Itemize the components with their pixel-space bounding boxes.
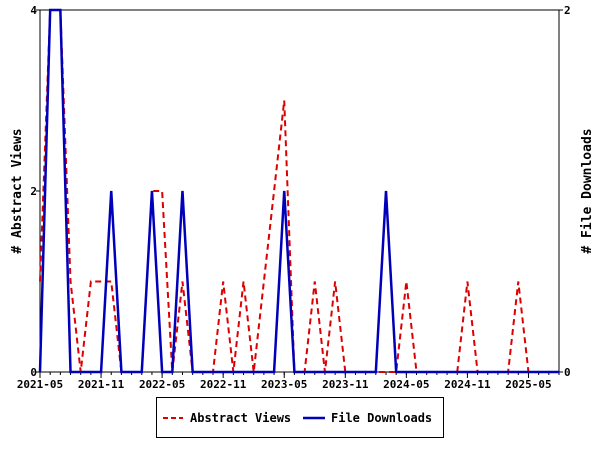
y-tick-label: 0	[30, 366, 37, 379]
y-tick-label: 4	[30, 4, 37, 17]
y-tick-label: 2	[30, 185, 37, 198]
legend-box	[156, 397, 444, 438]
x-tick-label: 2023-05	[261, 378, 307, 391]
series-line-file-downloads	[38, 8, 559, 374]
x-tick-label: 2025-05	[505, 378, 551, 391]
y-axis-label: # Abstract Views	[10, 128, 25, 253]
x-tick-label: 2024-11	[444, 378, 491, 391]
legend-label-file-downloads: File Downloads	[331, 411, 432, 425]
y2-tick-label: 2	[564, 4, 571, 17]
legend-label-abstract-views: Abstract Views	[190, 411, 291, 425]
legend: Abstract Views File Downloads	[156, 397, 444, 438]
y2-tick-label: 0	[564, 366, 571, 379]
y2-axis-label: # File Downloads	[580, 128, 595, 253]
x-tick-label: 2022-05	[139, 378, 185, 391]
x-tick-label: 2024-05	[383, 378, 429, 391]
x-tick-label: 2023-11	[322, 378, 369, 391]
x-tick-label: 2022-11	[200, 378, 247, 391]
x-tick-label: 2021-11	[78, 378, 125, 391]
x-tick-label: 2021-05	[17, 378, 63, 391]
